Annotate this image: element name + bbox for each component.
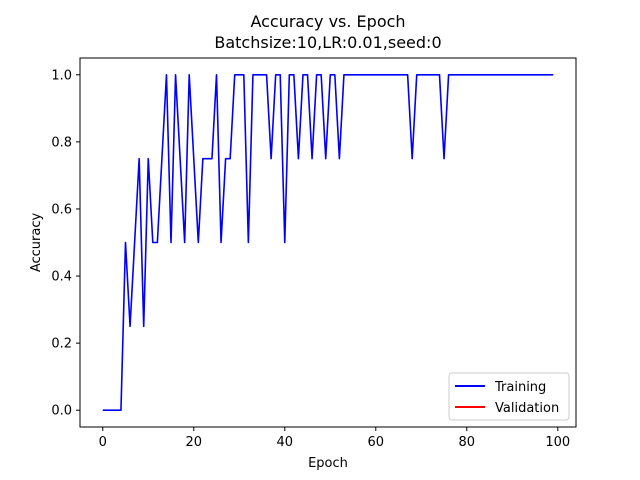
legend-label-training: Training <box>494 380 546 395</box>
y-tick-label: 0.6 <box>51 202 72 217</box>
y-tick-label: 1.0 <box>51 68 72 83</box>
series-layer <box>102 73 554 412</box>
series-line-training <box>102 73 554 412</box>
y-axis-label: Accuracy <box>29 213 44 273</box>
x-tick-label: 60 <box>368 435 385 450</box>
x-axis-label: Epoch <box>308 456 348 471</box>
y-tick-label: 0.0 <box>51 404 72 419</box>
x-tick-label: 0 <box>99 435 107 450</box>
y-axis-ticks: 0.0 0.2 0.4 0.6 0.8 1.0 <box>51 68 80 419</box>
x-tick-label: 80 <box>459 435 476 450</box>
y-tick-label: 0.8 <box>51 135 72 150</box>
x-tick-label: 100 <box>545 435 570 450</box>
legend: Training Validation <box>448 372 570 421</box>
x-tick-label: 20 <box>185 435 202 450</box>
plot-area: 0 20 40 60 80 100 0.0 0.2 0.4 0.6 0.8 1.0 <box>51 57 577 450</box>
x-axis-ticks: 0 20 40 60 80 100 <box>99 427 570 450</box>
x-tick-label: 40 <box>276 435 293 450</box>
legend-label-validation: Validation <box>495 401 559 416</box>
y-tick-label: 0.4 <box>51 270 72 285</box>
chart-subtitle: Batchsize:10,LR:0.01,seed:0 <box>214 33 441 52</box>
legend-box <box>448 372 570 421</box>
y-tick-label: 0.2 <box>51 337 72 352</box>
axes-frame <box>79 57 577 428</box>
chart-title: Accuracy vs. Epoch <box>250 12 405 31</box>
